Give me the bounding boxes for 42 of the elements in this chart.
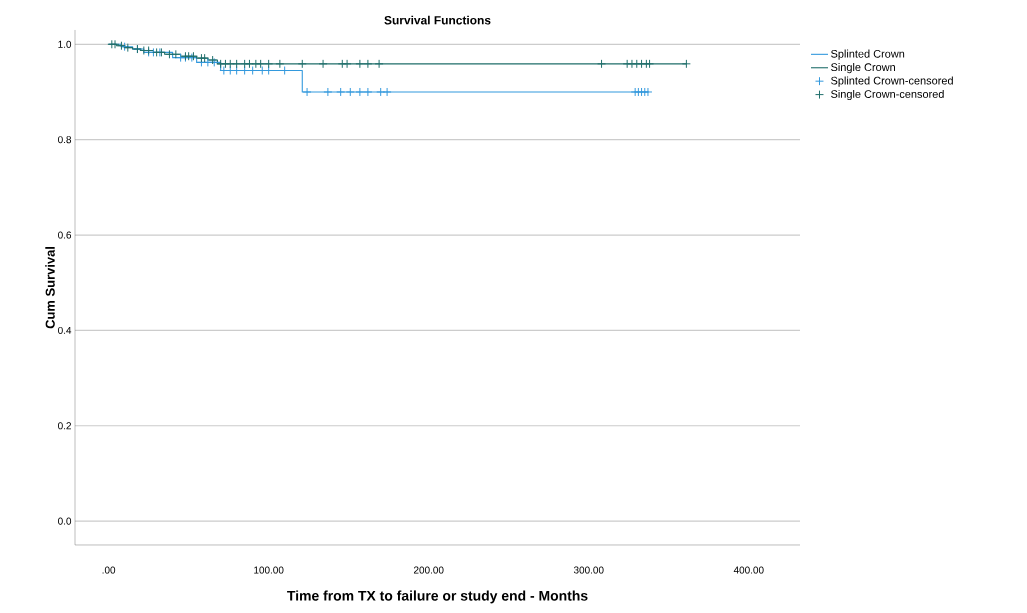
y-tick-label: 0.2 [58,422,71,430]
y-tick-label: 0.6 [58,231,72,239]
x-axis-title: Time from TX to failure or study end - Months [287,590,588,604]
legend-label: Splinted Crown-censored [831,76,953,87]
point [376,87,386,97]
point [345,87,355,97]
x-tick-label: 300.00 [573,566,604,574]
legend-label: Single Crown [831,63,895,74]
point [363,87,373,97]
point [116,41,126,51]
point [681,59,691,69]
point [382,87,392,97]
point [374,59,384,69]
x-tick-label: 200.00 [413,566,444,574]
point [342,59,352,69]
point [355,59,365,69]
point [264,59,274,69]
point [171,49,181,59]
y-tick-label: 0.4 [58,326,72,334]
y-tick-label: 0.0 [58,517,72,525]
point [256,59,266,69]
point [597,59,607,69]
point [297,59,307,69]
point [302,87,312,97]
point [318,59,328,69]
y-axis-title: Cum Survival [45,247,55,329]
x-tick-label: 400.00 [733,566,764,574]
x-tick-label: 100.00 [254,566,284,574]
legend-label: Single Crown-censored [831,89,944,101]
point [645,59,655,69]
legend-label: Splinted Crown [831,49,905,60]
point [200,53,210,63]
point [323,87,333,97]
point [363,59,373,69]
chart-title: Survival Functions [384,15,491,25]
point [355,87,365,97]
point [232,59,242,69]
point [275,59,285,69]
x-tick-label: .00 [102,566,116,574]
y-tick-label: 1.0 [58,40,72,48]
point [336,87,346,97]
y-tick-label: 0.8 [58,136,72,144]
